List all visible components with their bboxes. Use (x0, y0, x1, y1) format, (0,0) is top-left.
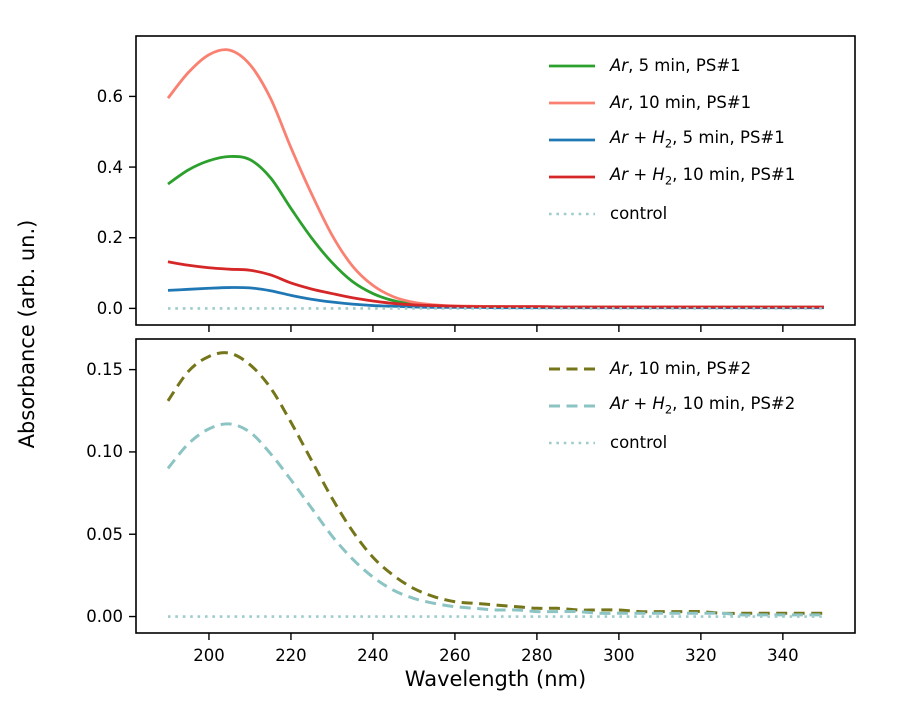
legend-label: Ar, 5 min, PS#1 (610, 56, 741, 75)
x-tick-label: 260 (439, 646, 471, 665)
legend-top-panel: Ar, 5 min, PS#1 Ar, 10 min, PS#1 Ar + H2, … (548, 47, 795, 232)
legend-solid-line-swatch (549, 64, 595, 67)
x-tick-label: 340 (767, 646, 799, 665)
y-tick-label: 0.6 (96, 86, 123, 106)
legend-label: control (610, 433, 668, 452)
legend-bottom-panel: Ar, 10 min, PS#2 Ar + H2, 10 min, PS#2 con… (548, 350, 795, 461)
legend-label: Ar + H2, 5 min, PS#1 (610, 128, 785, 151)
y-tick-label: 0.10 (86, 442, 123, 462)
y-tick-label: 0.4 (96, 157, 123, 177)
axes-frame-panel-2 (135, 338, 856, 634)
legend-label: Ar + H2, 10 min, PS#1 (610, 165, 796, 188)
y-tick-label: 0.2 (96, 228, 123, 248)
y-axis-label: Absorbance (arb. un.) (15, 219, 39, 449)
x-tick-label: 320 (685, 646, 717, 665)
legend-item-ar-5-min-ps-1: Ar, 5 min, PS#1 (548, 47, 795, 84)
axes-frame-panel-1 (135, 35, 856, 326)
legend-item-ar-h2-10-min-ps-2: Ar + H2, 10 min, PS#2 (548, 387, 795, 424)
x-tick-label: 220 (275, 646, 307, 665)
x-axis-label: Wavelength (nm) (404, 667, 587, 691)
x-tick-label: 200 (193, 646, 225, 665)
legend-item-ar-h2-10-min-ps-1: Ar + H2, 10 min, PS#1 (548, 158, 795, 195)
legend-item-ar-10-min-ps-2: Ar, 10 min, PS#2 (548, 350, 795, 387)
x-tick-label: 280 (521, 646, 553, 665)
series-ar-h2-10-min-ps-2-panel-2 (166, 422, 824, 617)
y-tick-label: 0.00 (86, 607, 123, 627)
x-tick-label: 240 (357, 646, 389, 665)
series-ar-h2-5-min-ps-1-panel-1 (167, 286, 824, 310)
legend-dotted-line-swatch (549, 441, 595, 444)
legend-solid-line-swatch (549, 175, 595, 178)
legend-dotted-line-swatch (549, 212, 595, 215)
y-tick-label: 0.0 (96, 298, 123, 318)
legend-dashed-line-swatch (549, 404, 595, 407)
y-tick-label: 0.05 (86, 524, 123, 544)
legend-label: Ar + H2, 10 min, PS#2 (610, 394, 796, 417)
legend-item-control: control (548, 195, 795, 232)
legend-label: control (610, 204, 668, 223)
x-tick-label: 300 (603, 646, 635, 665)
legend-dashed-line-swatch (549, 367, 595, 370)
legend-solid-line-swatch (549, 138, 595, 141)
legend-item-control: control (548, 424, 795, 461)
legend-label: Ar, 10 min, PS#1 (610, 93, 752, 112)
legend-solid-line-swatch (549, 101, 595, 104)
legend-item-ar-10-min-ps-1: Ar, 10 min, PS#1 (548, 84, 795, 121)
legend-item-ar-h2-5-min-ps-1: Ar + H2, 5 min, PS#1 (548, 121, 795, 158)
series-ar-h2-10-min-ps-1-panel-1 (167, 260, 824, 309)
legend-label: Ar, 10 min, PS#2 (610, 359, 752, 378)
y-tick-label: 0.15 (86, 360, 123, 380)
